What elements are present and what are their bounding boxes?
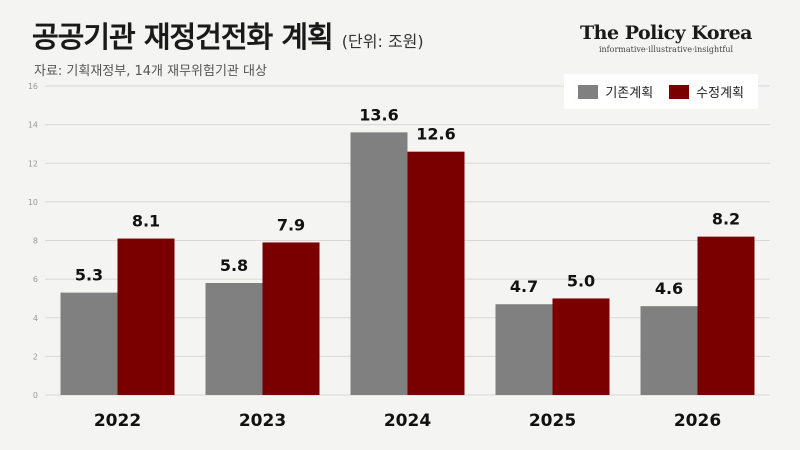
data-label-revised: 8.2 [712,210,740,229]
y-tick-label: 16 [28,82,38,91]
brand-name: The Policy Korea [580,22,752,44]
data-label-original: 4.6 [655,279,683,298]
bar-revised [262,242,320,395]
source-note: 자료: 기획재정부, 14개 재무위험기관 대상 [34,64,267,79]
data-label-revised: 7.9 [277,215,305,234]
title-block: 공공기관 재정건전화 계획 (단위: 조원) [32,14,424,56]
bar-original [640,306,698,395]
data-label-original: 5.8 [220,256,248,275]
bar-revised [407,151,465,395]
bar-original [60,292,118,395]
brand-logo: The Policy Korea informative·illustrativ… [580,22,752,54]
legend-swatch-revised [669,84,690,99]
legend-item-revised: 수정계획 [669,82,744,101]
x-tick-label: 2025 [529,411,576,431]
data-label-revised: 5.0 [567,271,595,290]
x-tick-label: 2023 [239,411,286,431]
legend-label-original: 기존계획 [605,86,654,101]
x-tick-label: 2022 [94,411,141,431]
y-tick-label: 8 [33,237,38,246]
legend: 기존계획 수정계획 [564,74,758,109]
bar-original [205,282,263,395]
y-tick-label: 4 [33,314,38,323]
bar-revised [117,238,175,395]
y-tick-label: 10 [28,198,38,207]
y-tick-label: 0 [33,391,38,400]
bar-revised [552,298,610,395]
y-tick-label: 6 [33,275,38,284]
legend-label-revised: 수정계획 [696,86,744,101]
data-label-revised: 12.6 [416,125,455,144]
x-tick-label: 2026 [674,411,721,431]
y-tick-label: 12 [28,159,38,168]
unit-label: (단위: 조원) [341,32,424,51]
y-tick-label: 14 [28,121,38,130]
bar-original [350,132,408,395]
data-label-revised: 8.1 [132,212,160,231]
bar-original [495,304,553,395]
legend-swatch-original [578,84,599,99]
chart-title: 공공기관 재정건전화 계획 [32,20,334,54]
x-tick-label: 2024 [384,411,431,431]
data-label-original: 5.3 [75,266,103,285]
legend-item-original: 기존계획 [578,82,653,101]
bar-revised [697,236,755,395]
data-label-original: 4.7 [510,277,538,296]
brand-tagline: informative·illustrative·insightful [598,45,734,54]
y-tick-label: 2 [33,352,38,361]
data-label-original: 13.6 [359,105,398,124]
